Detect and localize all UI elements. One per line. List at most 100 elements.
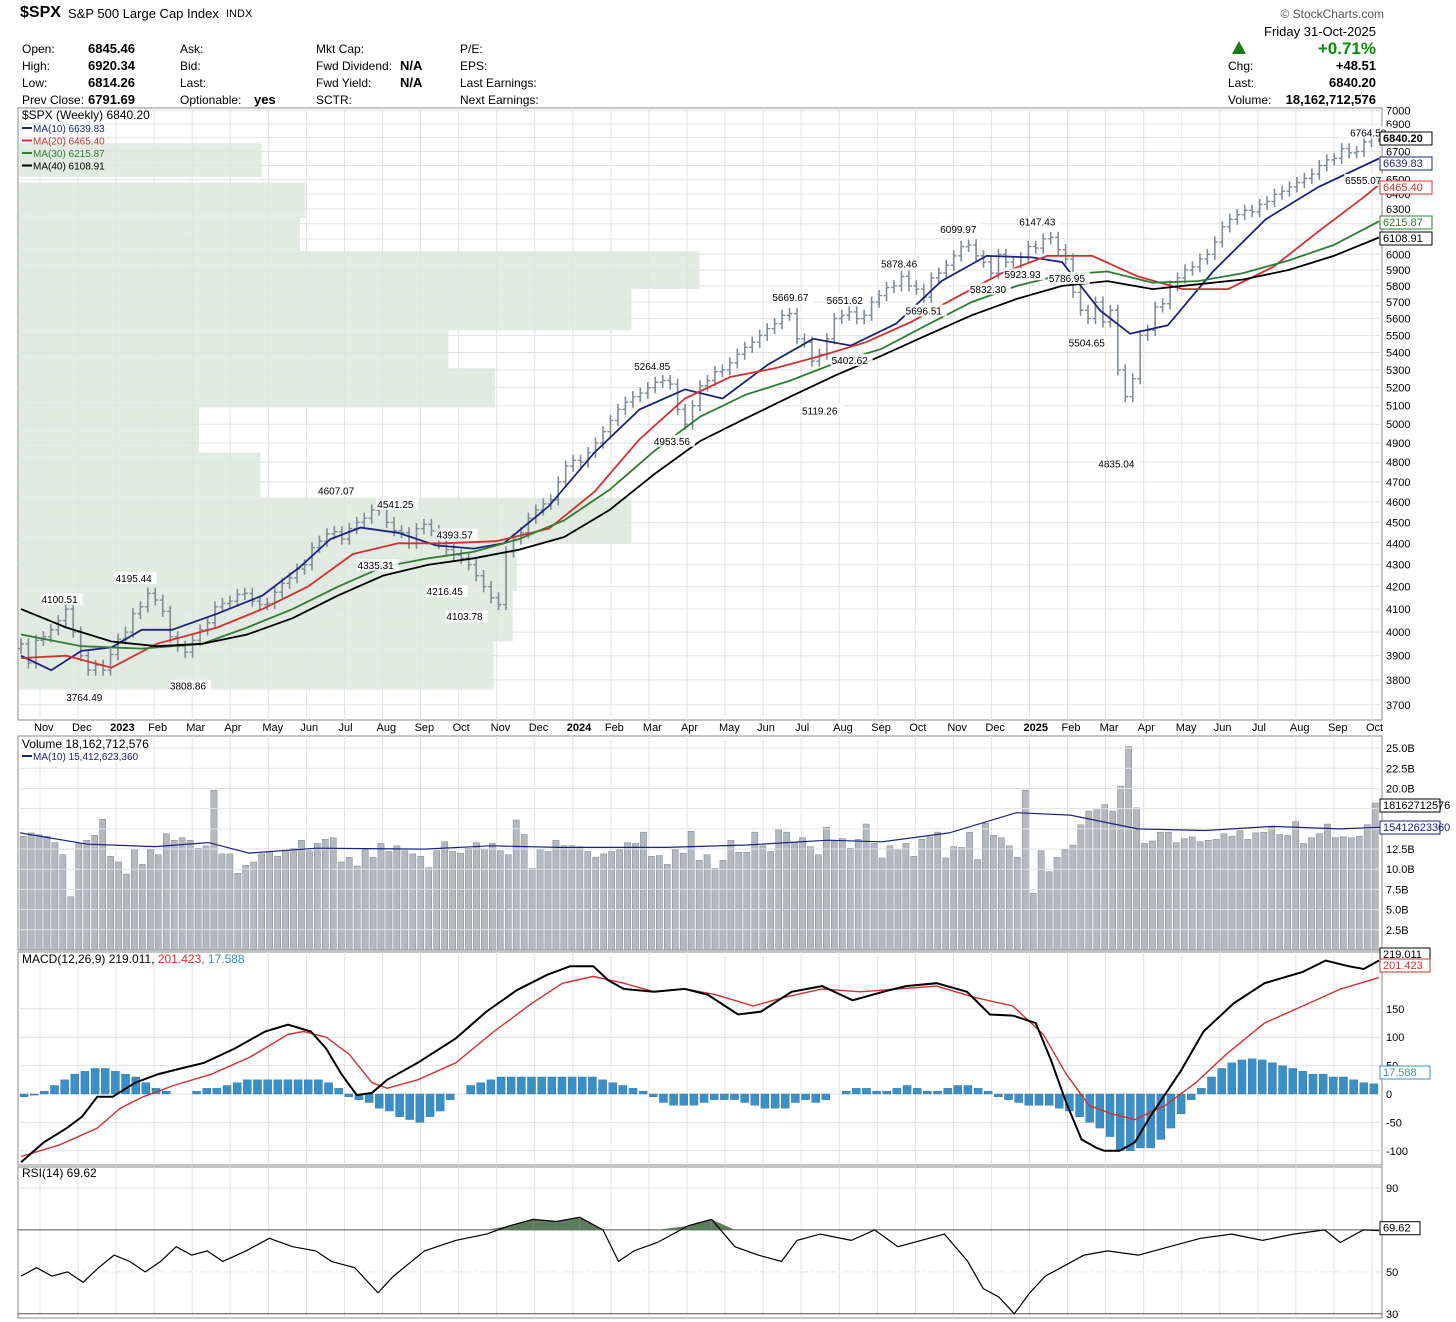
macd-histogram-bar bbox=[527, 1076, 536, 1095]
volume-bar bbox=[1204, 839, 1212, 951]
macd-histogram-bar bbox=[192, 1091, 201, 1095]
quote-label: Volume: bbox=[1228, 93, 1272, 107]
volume-bar bbox=[886, 845, 894, 951]
price-panel-title: $SPX (Weekly) 6840.20 bbox=[22, 108, 150, 122]
price-annotation: 4607.07 bbox=[318, 486, 355, 497]
volume-bar bbox=[695, 860, 703, 951]
price-tick-label: 3800 bbox=[1386, 675, 1410, 687]
macd-histogram-bar bbox=[1237, 1059, 1247, 1095]
price-tag-box bbox=[1379, 180, 1433, 195]
price-tick-label: 6700 bbox=[1386, 146, 1410, 158]
x-tick-label: Feb bbox=[148, 722, 167, 734]
change-percent: +0.71% bbox=[1317, 39, 1376, 58]
macd-histogram-bar bbox=[50, 1085, 59, 1095]
volume-profile-bar bbox=[19, 407, 200, 453]
price-legend-item: MA(40) 6108.91 bbox=[33, 162, 105, 173]
volume-bar bbox=[831, 840, 838, 951]
annotation-bg bbox=[1344, 173, 1387, 186]
volume-tag-box bbox=[1379, 820, 1441, 835]
volume-bar bbox=[934, 831, 942, 951]
volume-tag: 18162712576 bbox=[1383, 800, 1450, 812]
macd-histogram-bar bbox=[405, 1093, 414, 1120]
macd-histogram-bar bbox=[446, 1093, 455, 1100]
rsi-line bbox=[20, 1216, 1380, 1315]
volume-bar bbox=[958, 847, 965, 951]
macd-histogram-bar bbox=[1055, 1093, 1064, 1109]
annotation-bg bbox=[356, 559, 399, 572]
macd-histogram-bar bbox=[222, 1085, 232, 1095]
x-tick-label: Feb bbox=[1062, 722, 1081, 734]
volume-bar bbox=[1061, 849, 1069, 951]
rsi-overbought-fill bbox=[486, 1225, 510, 1230]
volume-bar bbox=[616, 849, 623, 951]
volume-bar bbox=[568, 845, 576, 951]
price-annotation: 5651.62 bbox=[827, 296, 864, 307]
macd-histogram-bar bbox=[791, 1093, 800, 1103]
x-tick-label: May bbox=[1176, 722, 1197, 734]
moving-average-line bbox=[20, 236, 1380, 648]
price-tick-label: 4900 bbox=[1386, 438, 1410, 450]
volume-bar bbox=[1196, 841, 1204, 951]
volume-bar bbox=[767, 851, 775, 951]
macd-histogram-bar bbox=[344, 1093, 354, 1097]
volume-bar bbox=[115, 861, 122, 951]
volume-bar bbox=[846, 848, 854, 951]
price-annotation: 5786.95 bbox=[1049, 274, 1086, 285]
macd-histogram-bar bbox=[161, 1091, 171, 1095]
macd-histogram-bar bbox=[1156, 1093, 1165, 1140]
brand-label: © StockCharts.com bbox=[1280, 7, 1384, 21]
volume-bar bbox=[59, 854, 67, 951]
volume-bar bbox=[1236, 830, 1244, 951]
volume-profile-bar bbox=[19, 641, 494, 690]
macd-histogram-bar bbox=[364, 1093, 374, 1103]
volume-bar bbox=[1101, 804, 1109, 951]
price-tick-label: 4700 bbox=[1386, 477, 1410, 489]
price-annotation: 4103.78 bbox=[446, 612, 483, 623]
macd-histogram-bar bbox=[375, 1093, 384, 1109]
volume-bar bbox=[600, 853, 607, 951]
macd-histogram-bar bbox=[19, 1093, 29, 1097]
annotation-bg bbox=[800, 404, 843, 417]
x-tick-label: Sep bbox=[415, 722, 435, 734]
volume-bar bbox=[1268, 826, 1276, 951]
quote-value: 6840.20 bbox=[1329, 75, 1376, 90]
macd-histogram-bar bbox=[841, 1091, 851, 1095]
volume-bar bbox=[107, 856, 114, 951]
annotation-bg bbox=[114, 571, 157, 584]
volume-bar bbox=[131, 848, 138, 951]
macd-line bbox=[20, 959, 1380, 1163]
macd-histogram-bar bbox=[1085, 1093, 1094, 1123]
macd-histogram-bar bbox=[1318, 1073, 1328, 1095]
volume-bar bbox=[1355, 835, 1363, 951]
macd-histogram-bar bbox=[689, 1093, 699, 1106]
price-tick-label: 6900 bbox=[1386, 119, 1410, 131]
volume-bar bbox=[1308, 837, 1315, 951]
quote-label: Optionable: bbox=[180, 93, 242, 107]
volume-profile-bar bbox=[19, 330, 449, 369]
volume-bar bbox=[703, 854, 711, 951]
rsi-tag: 69.62 bbox=[1383, 1223, 1411, 1235]
volume-bar bbox=[1013, 856, 1021, 951]
macd-histogram-bar bbox=[60, 1079, 69, 1095]
macd-histogram-bar bbox=[872, 1091, 881, 1095]
volume-bar bbox=[465, 848, 472, 951]
price-annotation: 4393.57 bbox=[437, 531, 474, 542]
volume-bar bbox=[990, 835, 997, 951]
volume-bar bbox=[1228, 835, 1236, 951]
macd-histogram-bar bbox=[1207, 1076, 1216, 1095]
quote-label: Ask: bbox=[180, 42, 204, 56]
panel-frame bbox=[17, 951, 1383, 1166]
macd-tick-label: -100 bbox=[1386, 1146, 1408, 1158]
price-tick-label: 4800 bbox=[1386, 457, 1410, 469]
moving-average-line bbox=[20, 157, 1380, 672]
quote-label: Mkt Cap: bbox=[316, 42, 365, 56]
macd-histogram-bar bbox=[131, 1076, 140, 1095]
volume-bar bbox=[250, 861, 258, 951]
x-tick-label: Apr bbox=[681, 722, 698, 734]
volume-bar bbox=[290, 848, 297, 951]
volume-bar bbox=[353, 865, 361, 951]
volume-bar bbox=[1021, 789, 1029, 951]
x-tick-label: 2023 bbox=[110, 722, 134, 734]
volume-bar bbox=[632, 843, 639, 951]
volume-bar bbox=[783, 831, 790, 951]
